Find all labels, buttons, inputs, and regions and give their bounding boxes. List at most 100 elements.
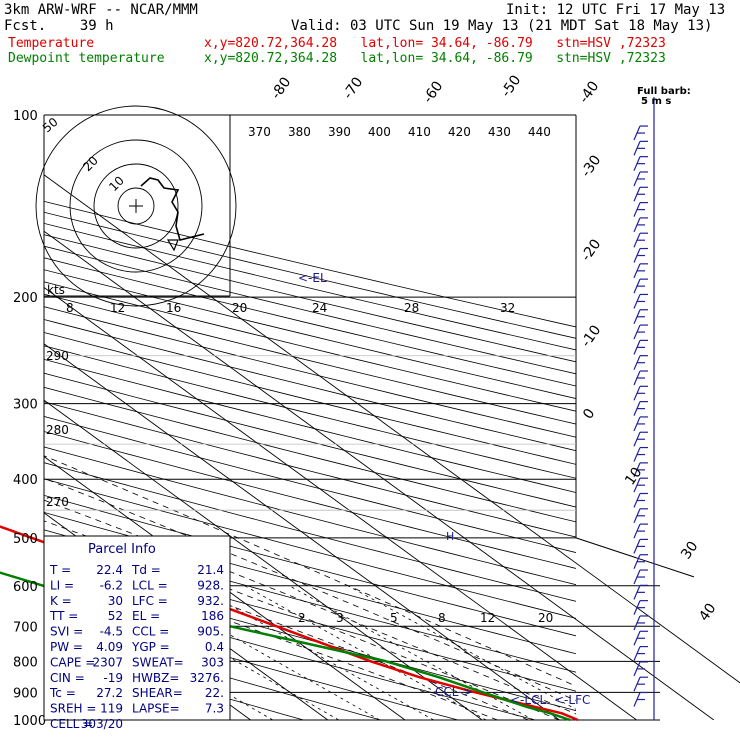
parcel-info-label: CELL = [50, 717, 93, 731]
theta-label: 270 [46, 495, 69, 509]
parcel-info-label: PW = [50, 640, 83, 654]
mixing-ratio-line [244, 585, 487, 720]
mixing-ratio-label: 16 [166, 301, 181, 315]
isotherm-line [44, 399, 483, 720]
pressure-label: 300 [13, 398, 38, 413]
parcel-info-label: K = [50, 594, 72, 608]
pressure-label: 500 [13, 532, 38, 547]
isotherm-label: 0 [580, 406, 598, 422]
parcel-info-value: -4.5 [100, 625, 123, 639]
hodograph-ring [35, 105, 237, 307]
mixing-ratio-label: 24 [312, 301, 327, 315]
parcel-info-label: Tc = [49, 686, 76, 700]
parcel-info-value: 27.2 [96, 686, 123, 700]
hodograph-ring-label: 20 [80, 153, 101, 174]
hodograph-ring-label: 10 [106, 173, 127, 194]
parcel-info-value: 303 [201, 655, 224, 669]
dry-adiabat-line [44, 478, 576, 619]
wind-key-units: 5 m s [641, 96, 671, 107]
parcel-info-value: 119 [100, 702, 123, 716]
mixing-ratio-label: 32 [500, 301, 515, 315]
isotherm-label: 40 [696, 601, 719, 625]
parcel-info-label: CCL = [132, 625, 169, 639]
lcl-annotation: <-LCL [510, 693, 546, 707]
mixing-ratio-line [289, 585, 534, 720]
parcel-info-title: Parcel Info [88, 542, 156, 557]
hodograph-ring [69, 139, 203, 273]
parcel-info-value: 52 [108, 609, 123, 623]
isotherm-label: 30 [678, 539, 701, 563]
theta-label: 430 [488, 125, 511, 139]
parcel-info-value: 932. [197, 594, 224, 608]
parcel-info-value: 3276. [190, 671, 224, 685]
dry-adiabat-line [44, 584, 537, 720]
dry-adiabat-line [44, 306, 576, 438]
isotherm-line [44, 174, 740, 684]
mixing-ratio-label: 12 [480, 611, 495, 625]
theta-label: 280 [46, 423, 69, 437]
mixing-ratio-label: 2 [298, 611, 306, 625]
parcel-info-value: 4.09 [96, 640, 123, 654]
hodograph-trace [140, 177, 205, 241]
parcel-info-value: 0.4 [205, 640, 224, 654]
parcel-info-value: 21.4 [197, 563, 224, 577]
theta-label: 290 [46, 349, 69, 363]
temperature-legend-label: Temperature [8, 36, 95, 51]
parcel-info-box: Parcel Info T = 22.4 Td = 21.4 LI = -6.2 LCL = 9… [43, 535, 231, 731]
isotherm-label: -60 [420, 78, 446, 106]
hodograph-ring-label: 50 [40, 115, 61, 136]
hwbz-marker: H [446, 530, 454, 543]
mixing-ratio-label: 20 [232, 301, 247, 315]
parcel-info-label: CIN = [50, 671, 85, 685]
mixing-ratio-label: 28 [404, 301, 419, 315]
dry-adiabat-line [44, 269, 576, 399]
model-title: 3km ARW-WRF -- NCAR/MMM [4, 2, 198, 18]
parcel-info-value: 2307 [92, 655, 123, 669]
parcel-info-box-border [43, 535, 231, 721]
dry-adiabat-line [44, 358, 576, 493]
parcel-info-label: SWEAT= [132, 655, 184, 669]
hodograph-ring [117, 187, 155, 225]
parcel-info-value: -6.2 [100, 578, 123, 592]
mixing-ratio-line [105, 585, 339, 720]
parcel-info-label: LFC = [132, 594, 168, 608]
parcel-info-value: 905. [197, 625, 224, 639]
wind-key-title: Full barb: [637, 86, 691, 97]
parcel-info-label: HWBZ= [132, 671, 179, 685]
mixing-ratio-label: 8 [66, 301, 74, 315]
pressure-label: 600 [13, 580, 38, 595]
parcel-info-value: 22. [205, 686, 224, 700]
parcel-info-value: 928. [197, 578, 224, 592]
theta-label: 380 [288, 125, 311, 139]
isotherm-label: -10 [578, 322, 604, 350]
isotherm-label: -70 [340, 74, 366, 102]
right-axis-lower [575, 537, 695, 578]
storm-motion-marker [166, 239, 179, 252]
isotherm-line [44, 343, 560, 720]
dry-adiabat-line [44, 257, 576, 387]
isotherm-label: -40 [576, 78, 602, 106]
parcel-info-label: EL = [132, 609, 160, 623]
pressure-label: 800 [13, 655, 38, 670]
dry-adiabat-line [44, 293, 576, 425]
theta-label: 400 [368, 125, 391, 139]
isotherm-label: -50 [498, 72, 524, 100]
valid-time: Valid: 03 UTC Sun 19 May 13 (21 MDT Sat … [291, 18, 713, 34]
mixing-ratio-label: 20 [538, 611, 553, 625]
dry-adiabat-line [44, 332, 576, 465]
isotherm-label: -80 [268, 74, 294, 102]
isotherm-line [44, 230, 715, 720]
pressure-label: 100 [13, 109, 38, 124]
pressure-label: 700 [13, 620, 38, 635]
mixing-ratio-label: 8 [438, 611, 446, 625]
dry-adiabat-line [44, 462, 576, 602]
dry-adiabat-line [44, 494, 576, 637]
parcel-info-label: TT = [49, 609, 78, 623]
dry-adiabat-line [44, 319, 576, 452]
parcel-info-value: 30 [108, 594, 123, 608]
theta-label: 370 [248, 125, 271, 139]
dry-adiabat-line [44, 245, 576, 375]
ccl-annotation: CCL-> [435, 685, 473, 699]
